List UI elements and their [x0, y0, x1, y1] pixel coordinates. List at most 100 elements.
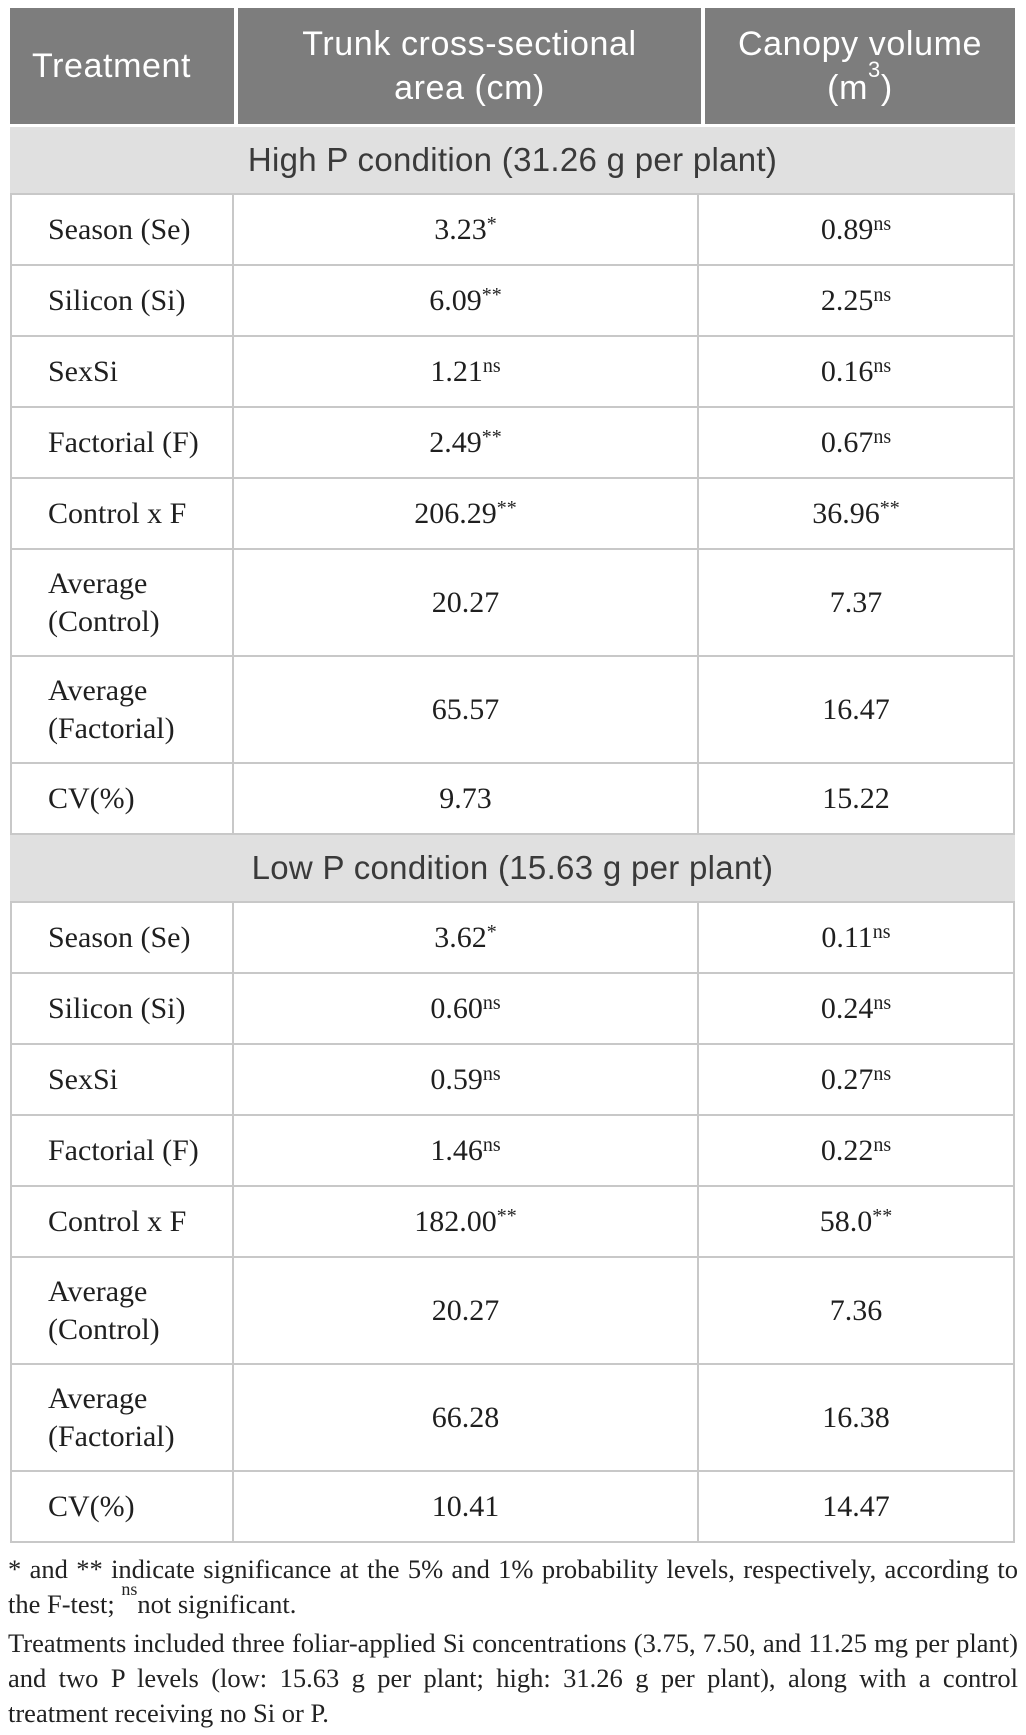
canopy-value-cell: 7.37 — [699, 550, 1013, 655]
significance-superscript: * — [486, 212, 497, 235]
table-row: Factorial (F) 1.46ns 0.22ns — [12, 1116, 1013, 1187]
canopy-value: 0.67ns — [821, 424, 891, 462]
tcsa-value-cell: 20.27 — [234, 1258, 699, 1363]
tcsa-value: 2.49** — [429, 424, 502, 462]
treatment-cell: CV(%) — [12, 1472, 234, 1541]
tcsa-value: 1.46ns — [430, 1132, 500, 1170]
tcsa-value-cell: 6.09** — [234, 266, 699, 335]
ns-superscript: ns — [121, 1579, 138, 1600]
canopy-value: 0.22ns — [821, 1132, 891, 1170]
significance-superscript: ** — [481, 425, 502, 448]
tcsa-value-cell: 182.00** — [234, 1187, 699, 1256]
table-footnotes: * and ** indicate significance at the 5%… — [8, 1552, 1018, 1735]
treatment-label: Average (Control) — [48, 1274, 160, 1346]
section-low-p: Low P condition (15.63 g per plant) Seas… — [10, 835, 1015, 1543]
value-text: 20.27 — [431, 1293, 500, 1327]
treatment-cell: Average (Control) — [12, 550, 234, 655]
header-canopy-unit: (m — [827, 69, 869, 107]
significance-superscript: ** — [872, 1204, 893, 1227]
footnote-text: * and ** indicate significance at the 5%… — [8, 1554, 1018, 1619]
header-canopy-exponent: 3 — [868, 56, 881, 82]
value-text: 0.24 — [820, 991, 874, 1025]
table-row: Control x F 206.29** 36.96** — [12, 479, 1013, 550]
treatment-cell: Factorial (F) — [12, 408, 234, 477]
section-band-label: Low P condition (15.63 g per plant) — [251, 849, 774, 886]
canopy-value-cell: 58.0** — [699, 1187, 1013, 1256]
value-text: 3.23 — [434, 212, 487, 246]
value-text: 0.22 — [820, 1133, 874, 1167]
significance-superscript: ** — [496, 496, 517, 519]
canopy-value-cell: 16.47 — [699, 657, 1013, 762]
value-text: 16.38 — [822, 1400, 890, 1434]
value-text: 65.57 — [431, 692, 500, 726]
significance-superscript: ns — [873, 425, 892, 448]
value-text: 66.28 — [431, 1400, 500, 1434]
canopy-value-cell: 7.36 — [699, 1258, 1013, 1363]
table-row: Control x F 182.00** 58.0** — [12, 1187, 1013, 1258]
tcsa-value-cell: 9.73 — [234, 764, 699, 833]
canopy-value: 0.11ns — [821, 919, 890, 957]
canopy-value: 14.47 — [822, 1488, 890, 1526]
table-row: SexSi 1.21ns 0.16ns — [12, 337, 1013, 408]
canopy-value-cell: 36.96** — [699, 479, 1013, 548]
tcsa-value: 20.27 — [432, 584, 500, 622]
canopy-value: 0.24ns — [821, 990, 891, 1028]
significance-superscript: ** — [879, 496, 900, 519]
section-body-high-p: Season (Se) 3.23* 0.89ns Silicon (Si) 6.… — [10, 193, 1015, 835]
value-text: 20.27 — [431, 585, 500, 619]
treatment-label: Season (Se) — [48, 212, 191, 246]
treatment-cell: CV(%) — [12, 764, 234, 833]
treatment-cell: Season (Se) — [12, 195, 234, 264]
treatment-label: Average (Factorial) — [48, 673, 175, 745]
header-treatment: Treatment — [10, 8, 234, 124]
canopy-value-cell: 0.27ns — [699, 1045, 1013, 1114]
tcsa-value-cell: 2.49** — [234, 408, 699, 477]
section-high-p: High P condition (31.26 g per plant) Sea… — [10, 127, 1015, 835]
value-text: 9.73 — [439, 781, 492, 815]
tcsa-value: 3.23* — [434, 211, 497, 249]
tcsa-value-cell: 3.62* — [234, 903, 699, 972]
treatment-label: Average (Control) — [48, 566, 160, 638]
treatment-cell: Average (Control) — [12, 1258, 234, 1363]
canopy-value: 16.47 — [822, 691, 890, 729]
value-text: 7.36 — [829, 1293, 883, 1327]
table-row: Silicon (Si) 0.60ns 0.24ns — [12, 974, 1013, 1045]
footnote-text: not significant. — [137, 1589, 297, 1619]
treatment-label: SexSi — [48, 354, 119, 388]
significance-superscript: ** — [496, 1204, 517, 1227]
canopy-value-cell: 0.22ns — [699, 1116, 1013, 1185]
table-row: Factorial (F) 2.49** 0.67ns — [12, 408, 1013, 479]
footnote-significance: * and ** indicate significance at the 5%… — [8, 1552, 1018, 1622]
value-text: 58.0 — [819, 1204, 873, 1238]
value-text: 2.49 — [429, 425, 482, 459]
treatment-label: Average (Factorial) — [48, 1381, 175, 1453]
significance-superscript: ns — [873, 991, 892, 1014]
tcsa-value: 6.09** — [429, 282, 502, 320]
table-header-row: Treatment Trunk cross-sectional area (cm… — [10, 8, 1015, 127]
significance-superscript: ** — [481, 283, 502, 306]
tcsa-value-cell: 20.27 — [234, 550, 699, 655]
header-tcsa: Trunk cross-sectional area (cm) — [238, 8, 701, 124]
header-canopy: Canopy volume (m3) — [705, 8, 1015, 124]
anova-table: Treatment Trunk cross-sectional area (cm… — [10, 8, 1015, 1543]
header-canopy-line2: (m3) — [827, 58, 893, 110]
header-treatment-label: Treatment — [32, 47, 192, 85]
table-row: CV(%) 10.41 14.47 — [12, 1472, 1013, 1543]
value-text: 2.25 — [820, 283, 874, 317]
table-row: CV(%) 9.73 15.22 — [12, 764, 1013, 835]
value-text: 0.67 — [820, 425, 874, 459]
treatment-cell: Average (Factorial) — [12, 657, 234, 762]
value-text: 14.47 — [822, 1489, 890, 1523]
tcsa-value: 1.21ns — [430, 353, 500, 391]
tcsa-value-cell: 0.59ns — [234, 1045, 699, 1114]
value-text: 1.46 — [430, 1133, 483, 1167]
canopy-value: 2.25ns — [821, 282, 891, 320]
value-text: 0.60 — [430, 991, 483, 1025]
canopy-value: 0.27ns — [821, 1061, 891, 1099]
tcsa-value: 66.28 — [432, 1399, 500, 1437]
value-text: 3.62 — [434, 920, 487, 954]
value-text: 0.89 — [820, 212, 874, 246]
value-text: 1.21 — [430, 354, 483, 388]
value-text: 6.09 — [429, 283, 482, 317]
tcsa-value-cell: 206.29** — [234, 479, 699, 548]
